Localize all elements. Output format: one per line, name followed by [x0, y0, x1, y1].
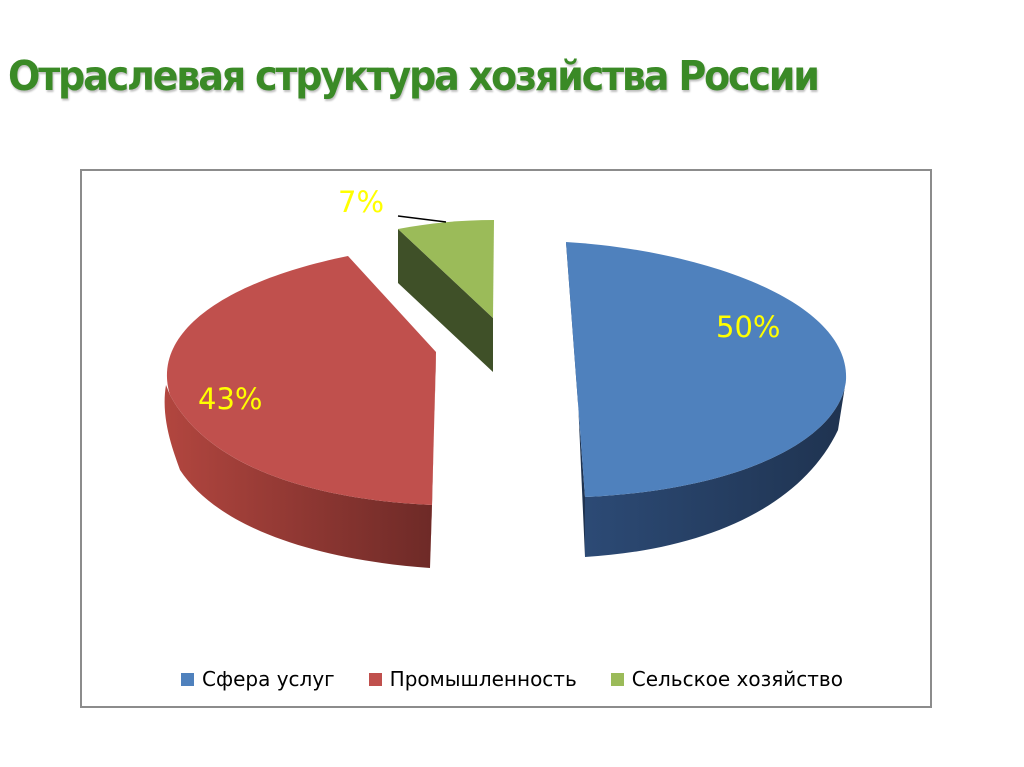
legend-label: Сфера услуг [202, 667, 335, 691]
legend-item-industry[interactable]: Промышленность [368, 667, 577, 691]
legend-swatch-green [610, 672, 624, 686]
legend-item-services[interactable]: Сфера услуг [181, 667, 335, 691]
legend-swatch-blue [181, 672, 195, 686]
label-agriculture: 7% [338, 185, 385, 219]
legend-swatch-red [368, 672, 382, 686]
legend-label: Промышленность [389, 667, 577, 691]
chart-legend: Сфера услуг Промышленность Сельское хозя… [0, 667, 1024, 691]
label-industry: 43% [198, 382, 263, 416]
slide-title: Отраслевая структура хозяйства России [8, 52, 820, 100]
slice-services[interactable] [566, 242, 847, 557]
legend-item-agriculture[interactable]: Сельское хозяйство [610, 667, 843, 691]
slice-agriculture[interactable] [398, 220, 494, 372]
slice-industry[interactable] [164, 256, 436, 568]
legend-label: Сельское хозяйство [631, 667, 843, 691]
leader-line [397, 215, 447, 223]
label-services: 50% [716, 310, 781, 344]
